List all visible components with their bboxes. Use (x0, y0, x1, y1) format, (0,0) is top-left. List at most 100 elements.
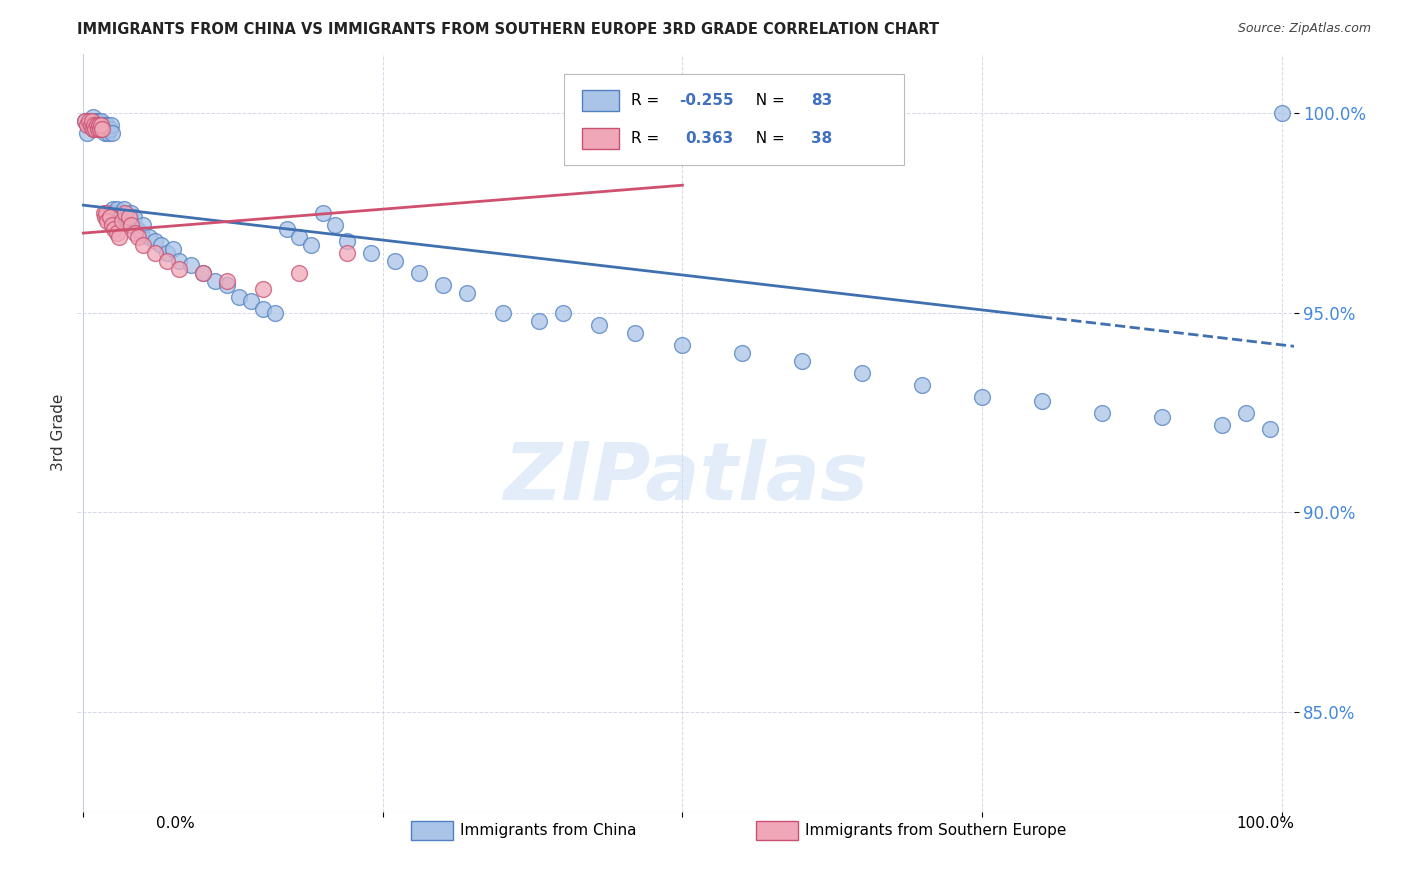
Text: Source: ZipAtlas.com: Source: ZipAtlas.com (1237, 22, 1371, 36)
Point (87, 119, 110, 133)
Point (408, 266, 430, 280)
Text: N =: N = (747, 131, 790, 146)
Point (323, 218, 346, 232)
Point (103, 206, 125, 220)
Point (264, 306, 287, 320)
Point (89, 122, 111, 136)
Point (312, 206, 335, 220)
Text: 100.0%: 100.0% (1236, 816, 1295, 831)
Point (1234, 406, 1257, 420)
Point (89, 122, 111, 136)
Text: ZIPatlas: ZIPatlas (503, 439, 868, 517)
Point (108, 210, 131, 224)
Point (90, 119, 112, 133)
Point (80, 119, 103, 133)
Point (73, 114, 96, 128)
Text: IMMIGRANTS FROM CHINA VS IMMIGRANTS FROM SOUTHERN EUROPE 3RD GRADE CORRELATION C: IMMIGRANTS FROM CHINA VS IMMIGRANTS FROM… (77, 22, 939, 37)
Point (86, 114, 108, 128)
Point (73, 114, 96, 128)
Point (82, 122, 104, 136)
Point (115, 210, 138, 224)
Text: 83: 83 (811, 93, 832, 108)
Point (76, 119, 98, 133)
Point (127, 230, 149, 244)
Point (1031, 393, 1053, 408)
Point (86, 119, 108, 133)
Point (228, 290, 250, 304)
Point (456, 285, 478, 300)
Point (111, 206, 134, 220)
Point (240, 293, 263, 308)
Point (167, 262, 190, 277)
Point (97, 126, 120, 140)
Point (360, 246, 382, 260)
FancyBboxPatch shape (582, 90, 619, 112)
Point (191, 266, 214, 280)
Point (83, 122, 105, 136)
Point (124, 226, 146, 240)
Point (1091, 406, 1114, 420)
Point (87, 119, 110, 133)
Point (623, 326, 645, 340)
Point (191, 266, 214, 280)
Point (96, 122, 118, 136)
Point (527, 314, 550, 328)
Point (103, 202, 125, 216)
Point (79, 119, 101, 133)
Point (84, 114, 107, 128)
Text: R =: R = (631, 93, 664, 108)
Text: N =: N = (747, 93, 790, 108)
Point (93, 206, 115, 220)
Point (851, 366, 873, 380)
Point (492, 306, 515, 320)
Point (122, 210, 145, 224)
Point (671, 338, 693, 352)
Point (93, 119, 115, 133)
Point (79, 114, 101, 128)
Point (96, 119, 118, 133)
Point (970, 390, 993, 404)
Point (1258, 422, 1281, 436)
Point (84, 122, 107, 136)
Point (98, 122, 121, 136)
Point (108, 230, 131, 244)
Point (98, 210, 121, 224)
Y-axis label: 3rd Grade: 3rd Grade (51, 394, 66, 471)
Point (79, 119, 101, 133)
Point (217, 274, 239, 288)
Point (90, 114, 112, 128)
Point (156, 254, 179, 268)
Point (138, 230, 160, 244)
Point (792, 353, 814, 368)
Point (129, 226, 152, 240)
Point (336, 234, 359, 248)
Point (1211, 417, 1233, 432)
Point (86, 122, 108, 136)
Point (132, 238, 155, 252)
Point (1150, 409, 1173, 424)
Text: Immigrants from Southern Europe: Immigrants from Southern Europe (806, 823, 1066, 838)
Point (103, 222, 125, 236)
Point (120, 218, 142, 232)
Point (252, 282, 274, 296)
Point (252, 301, 274, 316)
Point (91, 122, 114, 136)
Point (114, 206, 136, 220)
Point (79, 114, 101, 128)
Point (79, 114, 101, 128)
Point (105, 202, 128, 216)
Point (127, 222, 149, 236)
FancyBboxPatch shape (582, 128, 619, 149)
Point (96, 214, 118, 228)
Point (100, 119, 122, 133)
FancyBboxPatch shape (564, 74, 904, 165)
Point (84, 119, 107, 133)
Point (118, 214, 141, 228)
Point (105, 226, 128, 240)
Point (288, 230, 311, 244)
Point (143, 246, 166, 260)
Point (551, 306, 574, 320)
Point (94, 206, 117, 220)
Point (111, 214, 134, 228)
Text: R =: R = (631, 131, 669, 146)
